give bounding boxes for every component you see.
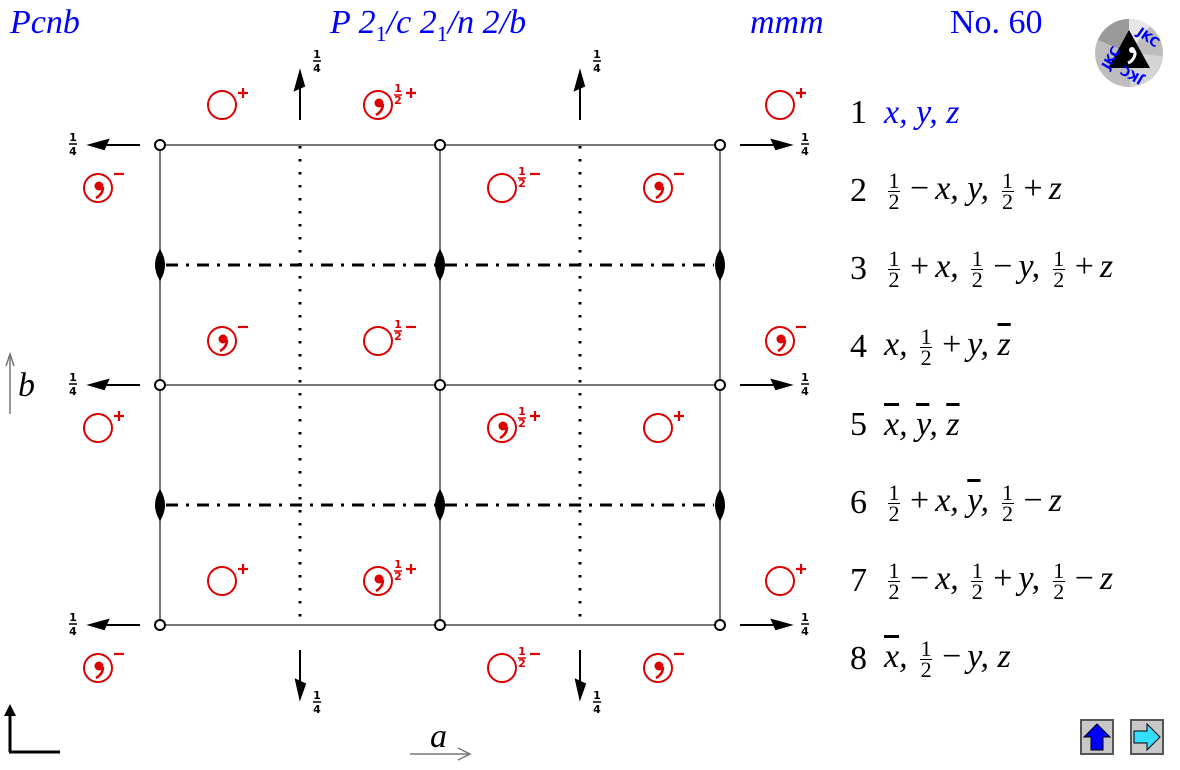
position-circle-icon <box>83 411 124 443</box>
symmetry-operation: 7 1 2− x, 1 2 + y, 1 2− z <box>850 556 1113 606</box>
operation-number: 5 <box>850 406 867 443</box>
screw-axis-arrows-right <box>740 138 794 631</box>
screw-axis-arrows-left <box>86 138 140 631</box>
svg-text:1: 1 <box>518 405 526 418</box>
enantiomorph-position-icon: 12 <box>486 405 540 444</box>
operation-number: 8 <box>850 640 867 677</box>
full-symbol-part: /n 2/b <box>447 4 527 41</box>
enantiomorph-position-icon <box>642 652 684 684</box>
full-symbol-part: P 2 <box>330 4 376 41</box>
enantiomorph-position-icon <box>642 172 684 204</box>
full-symbol: P 21/c 21/n 2/b <box>330 4 526 47</box>
b-axis-arrow <box>5 351 15 414</box>
glide-plane-dashdot <box>166 263 714 507</box>
position-circle-icon <box>643 411 684 443</box>
position-circle-icon <box>765 88 806 120</box>
screw-axis-arrows-bottom <box>294 650 587 702</box>
point-group: mmm <box>750 4 824 41</box>
operation-number: 1 <box>850 94 867 131</box>
enantiomorph-position-icon <box>82 172 124 204</box>
up-arrow-icon <box>1082 723 1112 751</box>
enantiomorph-position-icon <box>82 652 124 684</box>
position-circle-icon <box>207 564 248 596</box>
svg-text:2: 2 <box>394 94 402 107</box>
operation-expression: x, y, z <box>884 94 960 131</box>
position-circle-icon <box>765 564 806 596</box>
symmetry-operation: 5 x, y, z <box>850 400 960 450</box>
symmetry-operation: 8 x, 1 2− y, z <box>850 634 1011 684</box>
operation-number: 3 <box>850 250 867 287</box>
operation-expression: x, 1 2 + y, z <box>884 323 1011 370</box>
symmetry-operation: 2 1 2− x, y, 1 2 + z <box>850 166 1062 216</box>
symmetry-operation: 1 x, y, z <box>850 88 960 138</box>
enantiomorph-position-icon <box>206 325 248 357</box>
symmetry-operation: 3 1 2 + x, 1 2− y, 1 2 + z <box>850 244 1113 294</box>
jkc-logo-icon[interactable]: JKC JKC JKC <box>1090 16 1168 90</box>
operation-expression: 1 2− x, y, 1 2 + z <box>888 167 1062 214</box>
full-symbol-part: /c 2 <box>386 4 437 41</box>
enantiomorph-position-icon: 12 <box>362 558 416 597</box>
operation-expression: x, 1 2− y, z <box>884 635 1011 682</box>
space-group-diagram: 1 4 <box>4 47 810 761</box>
svg-text:2: 2 <box>518 657 526 670</box>
operation-expression: x, y, z <box>884 406 960 443</box>
svg-text:1: 1 <box>518 165 526 178</box>
space-group-number: No. 60 <box>950 4 1043 41</box>
svg-text:1: 1 <box>518 645 526 658</box>
symmetry-operation: 6 1 2 + x, y, 1 2− z <box>850 478 1062 528</box>
short-symbol: Pcnb <box>10 4 80 41</box>
next-button[interactable] <box>1130 719 1164 755</box>
axis-origin-icon <box>4 704 60 754</box>
svg-text:1: 1 <box>394 82 402 95</box>
screw-axis-arrows-top <box>293 68 586 120</box>
glide-plane-dotted <box>298 146 582 625</box>
b-axis-label: b <box>18 367 35 404</box>
position-circle-icon: 12 <box>363 318 416 356</box>
position-circle-icon: 12 <box>487 165 540 203</box>
operation-number: 2 <box>850 172 867 209</box>
operation-number: 6 <box>850 484 867 521</box>
svg-text:2: 2 <box>394 330 402 343</box>
enantiomorph-position-icon: 12 <box>362 82 416 121</box>
subscript: 1 <box>436 20 448 46</box>
up-button[interactable] <box>1080 719 1114 755</box>
svg-text:2: 2 <box>394 570 402 583</box>
subscript: 1 <box>375 20 387 46</box>
svg-text:1: 1 <box>394 318 402 331</box>
right-arrow-icon <box>1133 722 1161 752</box>
enantiomorph-position-icon <box>764 325 806 357</box>
operation-number: 7 <box>850 562 867 599</box>
operation-number: 4 <box>850 328 867 365</box>
position-circle-icon <box>207 88 248 120</box>
svg-text:2: 2 <box>518 177 526 190</box>
svg-text:1: 1 <box>394 558 402 571</box>
a-axis-arrow <box>410 747 472 761</box>
svg-text:2: 2 <box>518 417 526 430</box>
symmetry-operation: 4 x, 1 2 + y, z <box>850 322 1011 372</box>
position-circle-icon: 12 <box>487 645 540 683</box>
operation-expression: 1 2− x, 1 2 + y, 1 2− z <box>888 557 1114 604</box>
inversion-center-icons <box>154 139 726 631</box>
a-axis-label: a <box>430 718 447 755</box>
operation-expression: 1 2 + x, y, 1 2− z <box>888 479 1062 526</box>
operation-expression: 1 2 + x, 1 2− y, 1 2 + z <box>888 245 1114 292</box>
